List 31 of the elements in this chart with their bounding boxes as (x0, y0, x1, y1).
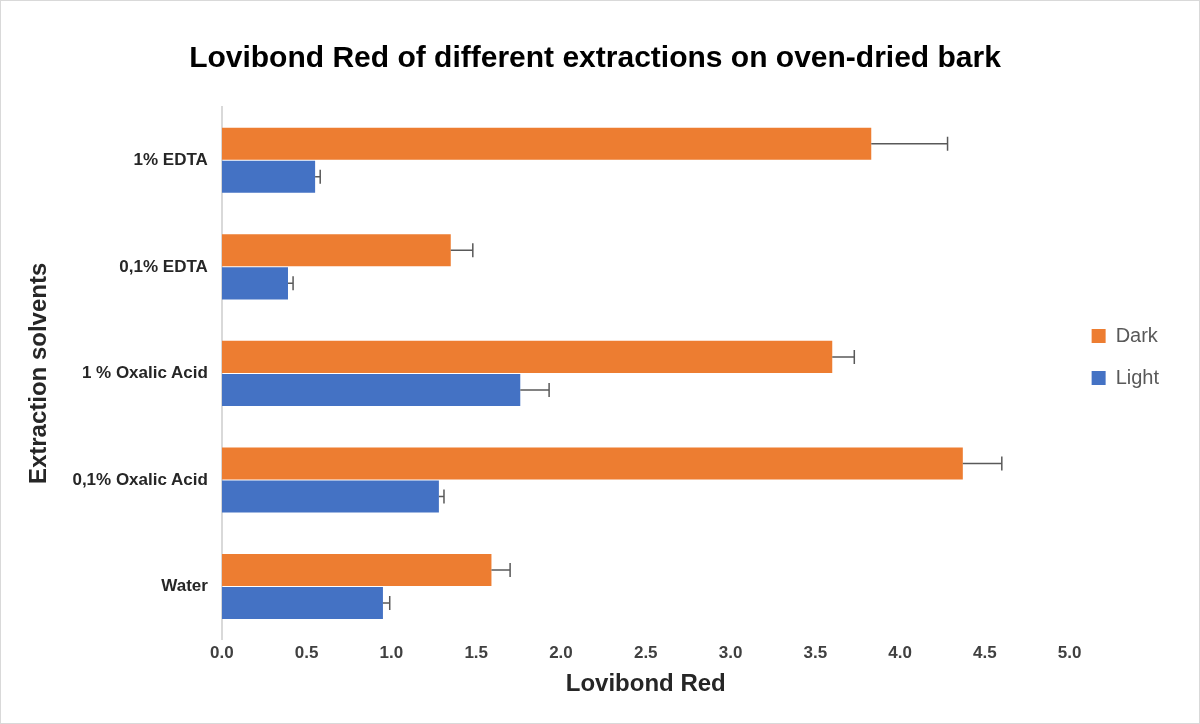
x-tick-label: 4.5 (973, 642, 997, 662)
bar (221, 160, 316, 193)
bar (221, 234, 451, 267)
x-tick-label: 1.0 (379, 642, 404, 662)
x-tick-label: 2.0 (549, 642, 573, 662)
x-axis-title: Lovibond Red (565, 669, 726, 697)
chart-title: Lovibond Red of different extractions on oven-dried bark (189, 40, 1002, 74)
bar (221, 373, 521, 406)
y-tick-label: 0,1% Oxalic Acid (72, 469, 208, 489)
x-tick-label: 3.5 (803, 642, 828, 662)
legend-label: Light (1115, 365, 1160, 388)
x-tick-label: 5.0 (1057, 642, 1082, 662)
bar (221, 340, 833, 373)
x-tick-label: 4.0 (888, 642, 912, 662)
y-tick-label: Water (161, 576, 209, 596)
bar (221, 553, 492, 587)
y-tick-label: 1 % Oxalic Acid (81, 363, 208, 383)
y-tick-label: 1% EDTA (133, 149, 208, 169)
x-tick-label: 3.0 (718, 642, 743, 662)
x-tick-label: 1.5 (464, 642, 489, 662)
y-axis-title: Extraction solvents (24, 262, 52, 485)
bar (221, 447, 963, 480)
y-tick-label: 0,1% EDTA (119, 256, 208, 276)
x-tick-label: 0.0 (210, 642, 234, 662)
bar (221, 480, 439, 513)
x-tick-label: 2.5 (633, 642, 658, 662)
bar (221, 127, 872, 160)
bar (221, 267, 288, 300)
legend-label: Dark (1115, 323, 1159, 346)
x-tick-label: 0.5 (294, 642, 319, 662)
bar (221, 587, 383, 620)
